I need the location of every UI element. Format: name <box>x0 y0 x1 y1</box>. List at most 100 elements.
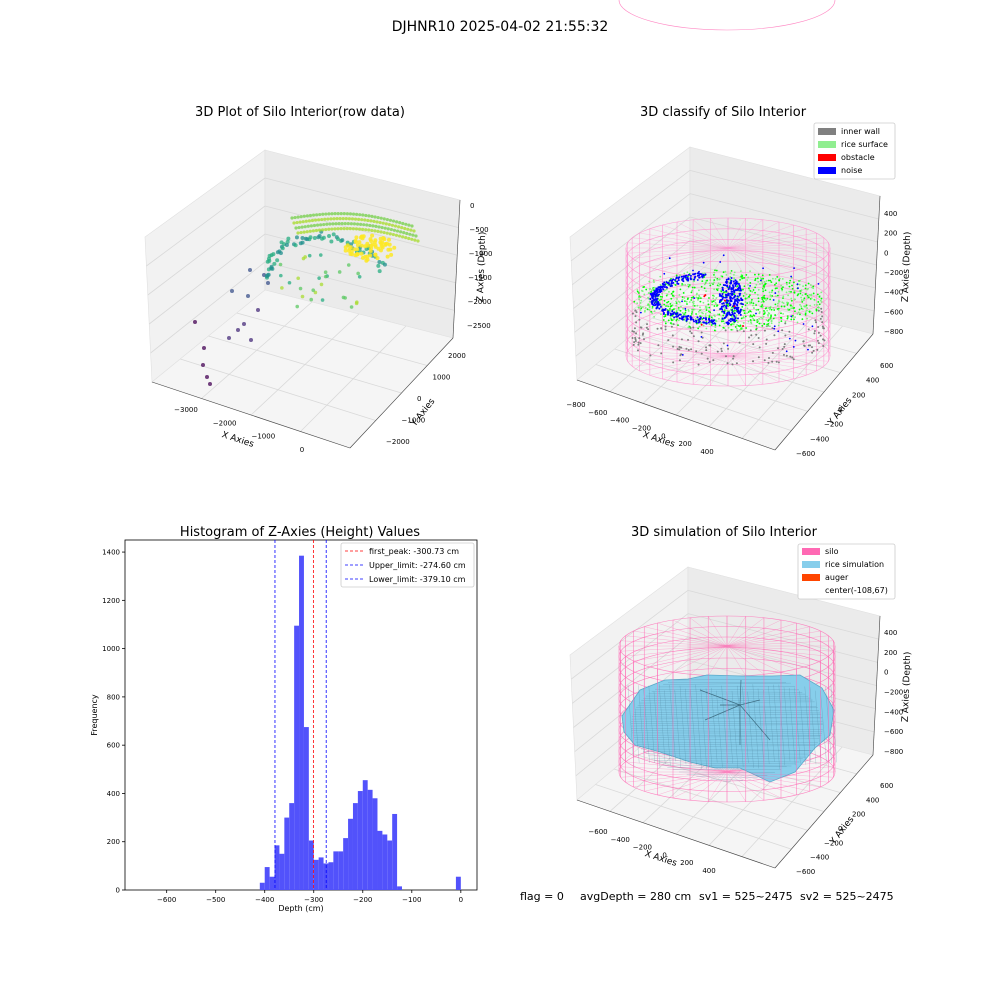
data-point <box>309 297 314 302</box>
mesh-line <box>731 690 739 770</box>
wall-point <box>660 352 663 355</box>
rice-point <box>785 291 788 294</box>
wall-point <box>821 315 824 318</box>
noise-point <box>700 335 703 338</box>
data-point <box>390 223 395 227</box>
rice-point <box>767 313 769 316</box>
data-point <box>378 236 383 241</box>
noise-point <box>737 288 740 291</box>
rice-point <box>790 318 793 321</box>
tick-label: 0 <box>884 249 888 257</box>
mesh-line <box>809 687 817 765</box>
noise-point <box>674 278 677 281</box>
rice-point <box>679 274 681 277</box>
x-tick-label: −500 <box>206 896 225 904</box>
rice-point <box>691 286 694 289</box>
rice-point <box>774 314 777 316</box>
rice-point <box>810 284 812 287</box>
data-point <box>355 247 360 252</box>
data-point <box>308 213 313 218</box>
rice-point <box>699 300 702 303</box>
y-tick-label: 1400 <box>102 549 120 557</box>
tick-label: −800 <box>884 748 903 756</box>
gridline <box>236 312 428 366</box>
noise-point <box>725 296 728 299</box>
tick-label: −400 <box>810 435 829 443</box>
rice-point <box>746 302 749 305</box>
data-point <box>367 214 371 218</box>
silo-spoke <box>708 616 728 647</box>
noise-point <box>720 305 723 308</box>
rice-point <box>758 322 761 325</box>
rice-point <box>763 285 766 288</box>
data-point <box>330 227 334 231</box>
data-point <box>360 218 364 222</box>
histogram-bar <box>303 727 309 890</box>
noise-point <box>729 282 732 285</box>
legend-label-auger: auger <box>825 573 849 582</box>
rice-point <box>698 289 700 292</box>
rice-point <box>713 295 715 298</box>
data-point <box>340 238 345 243</box>
rice-point <box>743 312 746 315</box>
rice-point <box>713 271 716 274</box>
data-point <box>359 222 363 226</box>
silo-spoke <box>727 247 817 264</box>
wall-point <box>763 359 766 362</box>
rice-point <box>638 298 640 301</box>
data-point <box>377 269 382 274</box>
noise-point <box>693 320 696 323</box>
rice-point <box>799 279 801 282</box>
rice-point <box>709 279 712 281</box>
rice-point <box>639 296 642 298</box>
tick-label: 200 <box>678 440 691 448</box>
rice-point <box>716 313 719 316</box>
data-point <box>322 222 326 227</box>
rice-point <box>726 309 729 312</box>
data-point <box>278 251 283 256</box>
rice-point <box>752 302 755 305</box>
tick-label: 200 <box>884 649 897 657</box>
noise-point <box>719 261 722 263</box>
data-point <box>329 239 334 244</box>
noise-point <box>739 287 742 290</box>
rice-point <box>770 314 772 317</box>
silo-ring <box>618 0 836 31</box>
y-tick-label: 800 <box>107 693 120 701</box>
data-point <box>327 212 331 216</box>
data-point <box>342 212 346 216</box>
gridline <box>633 333 825 393</box>
data-point <box>399 230 403 234</box>
noise-point <box>731 290 734 293</box>
data-point <box>355 300 359 304</box>
rice-point <box>671 314 674 317</box>
legend-label-center: center(-108,67) <box>825 586 888 595</box>
rice-point <box>782 312 785 315</box>
obstacle-point <box>742 324 745 327</box>
rice-point <box>669 309 672 312</box>
data-point <box>375 256 380 261</box>
rice-point <box>757 273 760 276</box>
data-point <box>345 243 350 248</box>
noise-point <box>725 304 728 307</box>
data-point <box>349 305 354 309</box>
wall-point <box>678 348 681 351</box>
mesh-line <box>716 690 723 767</box>
rice-point <box>683 272 686 275</box>
rice-point <box>752 304 754 307</box>
rice-point <box>768 308 771 311</box>
histogram-bar <box>333 851 339 890</box>
legend-swatch-rice-simulation <box>802 561 820 568</box>
noise-point <box>675 313 678 316</box>
rice-point <box>770 315 772 318</box>
noise-point <box>731 311 734 314</box>
tick-label: −1500 <box>468 274 492 282</box>
rice-point <box>672 291 674 293</box>
noise-point <box>731 309 734 311</box>
wall-point <box>757 356 760 359</box>
silo-spoke <box>727 355 817 372</box>
rice-point <box>692 300 695 303</box>
mesh-line <box>669 684 676 762</box>
rice-point <box>804 311 807 314</box>
noise-point <box>721 302 724 305</box>
